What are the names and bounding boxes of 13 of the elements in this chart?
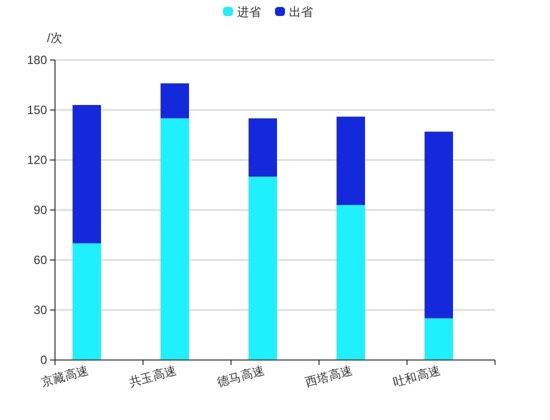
x-tick-label: 共玉高速 — [128, 363, 178, 390]
y-tick-label: 30 — [34, 303, 48, 317]
x-tick-label: 德马高速 — [216, 363, 266, 390]
y-tick-label: 180 — [26, 53, 48, 67]
y-tick-label: 60 — [34, 253, 48, 267]
legend-label: 进省 — [237, 5, 261, 19]
x-tick-label: 西塔高速 — [304, 363, 354, 390]
y-tick-label: 120 — [26, 153, 48, 167]
x-tick-label: 吐和高速 — [392, 363, 442, 390]
y-tick-label: 150 — [26, 103, 48, 117]
legend-label: 出省 — [289, 5, 313, 19]
y-axis-title: /次 — [47, 31, 62, 45]
y-tick-label: 90 — [34, 203, 48, 217]
